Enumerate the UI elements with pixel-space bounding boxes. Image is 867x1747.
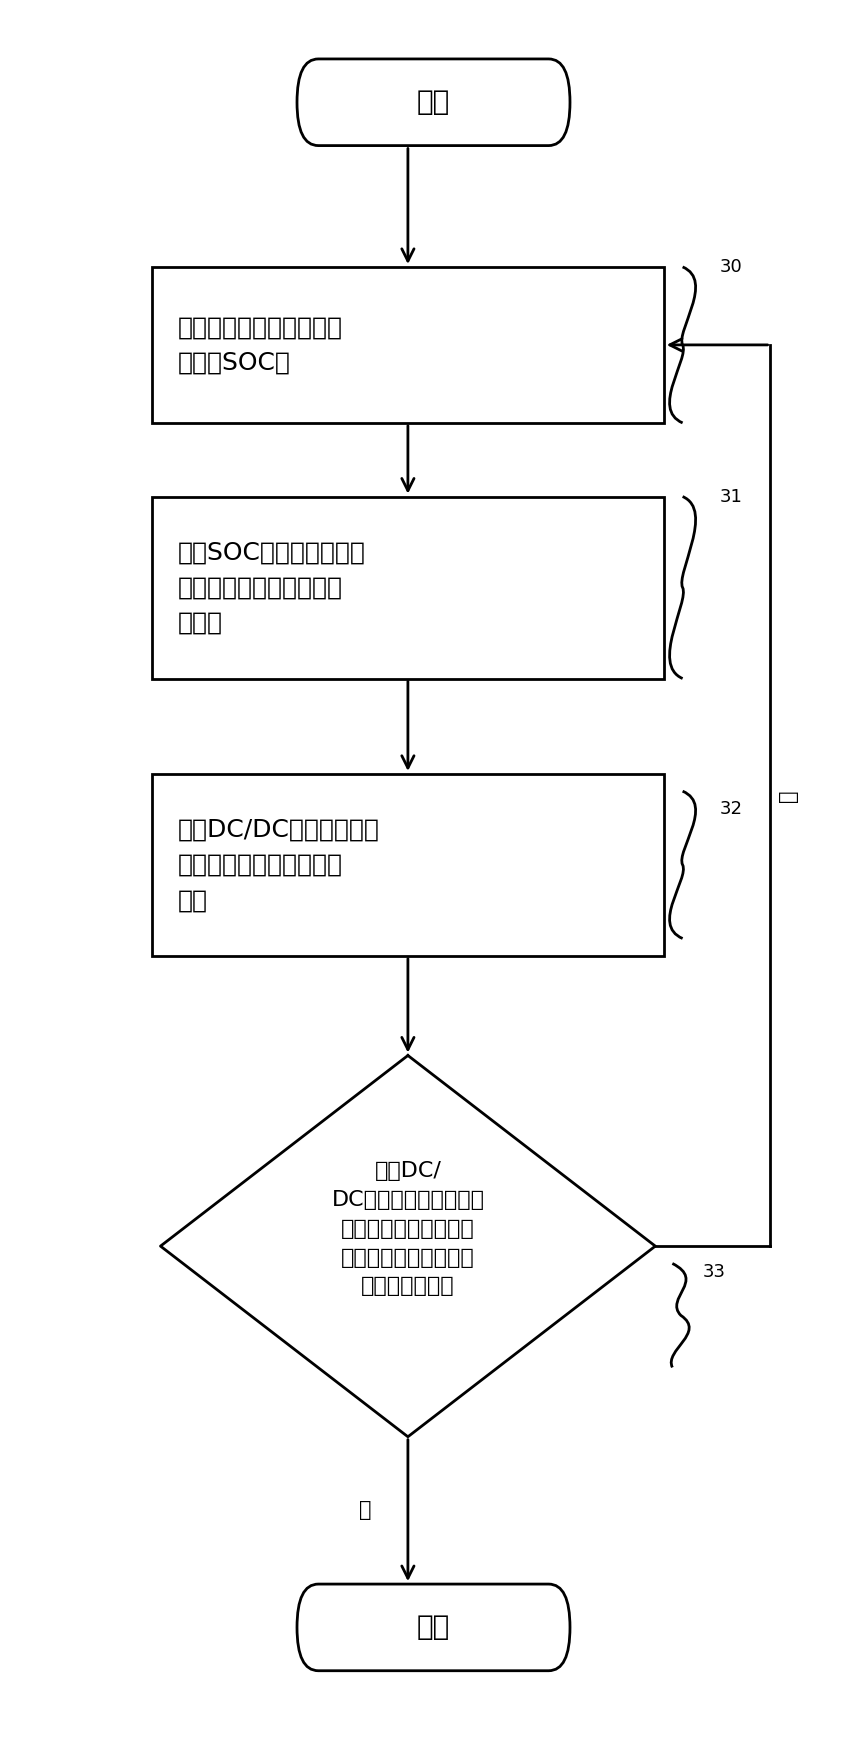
Bar <box>152 774 664 956</box>
Text: 根据SOC值与预设的充电
时间的对应关系，得到充
电时间: 根据SOC值与预设的充电 时间的对应关系，得到充 电时间 <box>178 540 366 634</box>
Text: 关闭DC/
DC转换器，再次读取低
压蓄电池的当前电压，
并判断当前电压是否大
于第一预设电压: 关闭DC/ DC转换器，再次读取低 压蓄电池的当前电压， 并判断当前电压是否大 … <box>331 1162 485 1296</box>
Bar <box>152 267 664 423</box>
Text: 否: 否 <box>778 790 798 802</box>
FancyBboxPatch shape <box>297 1585 570 1670</box>
Text: 31: 31 <box>720 487 742 507</box>
Text: 是: 是 <box>359 1501 371 1520</box>
Text: 启动DC/DC转换器，在充
电时间内，对低压蓄电池
充电: 启动DC/DC转换器，在充 电时间内，对低压蓄电池 充电 <box>178 818 380 912</box>
Text: 32: 32 <box>720 800 742 818</box>
Bar <box>152 496 664 678</box>
FancyBboxPatch shape <box>297 59 570 145</box>
Text: 结束: 结束 <box>417 1614 450 1642</box>
Text: 33: 33 <box>702 1263 725 1282</box>
Text: 根据当前电压确定低压蓄
电池的SOC值: 根据当前电压确定低压蓄 电池的SOC值 <box>178 314 342 374</box>
Text: 30: 30 <box>720 259 742 276</box>
Text: 开始: 开始 <box>417 89 450 117</box>
